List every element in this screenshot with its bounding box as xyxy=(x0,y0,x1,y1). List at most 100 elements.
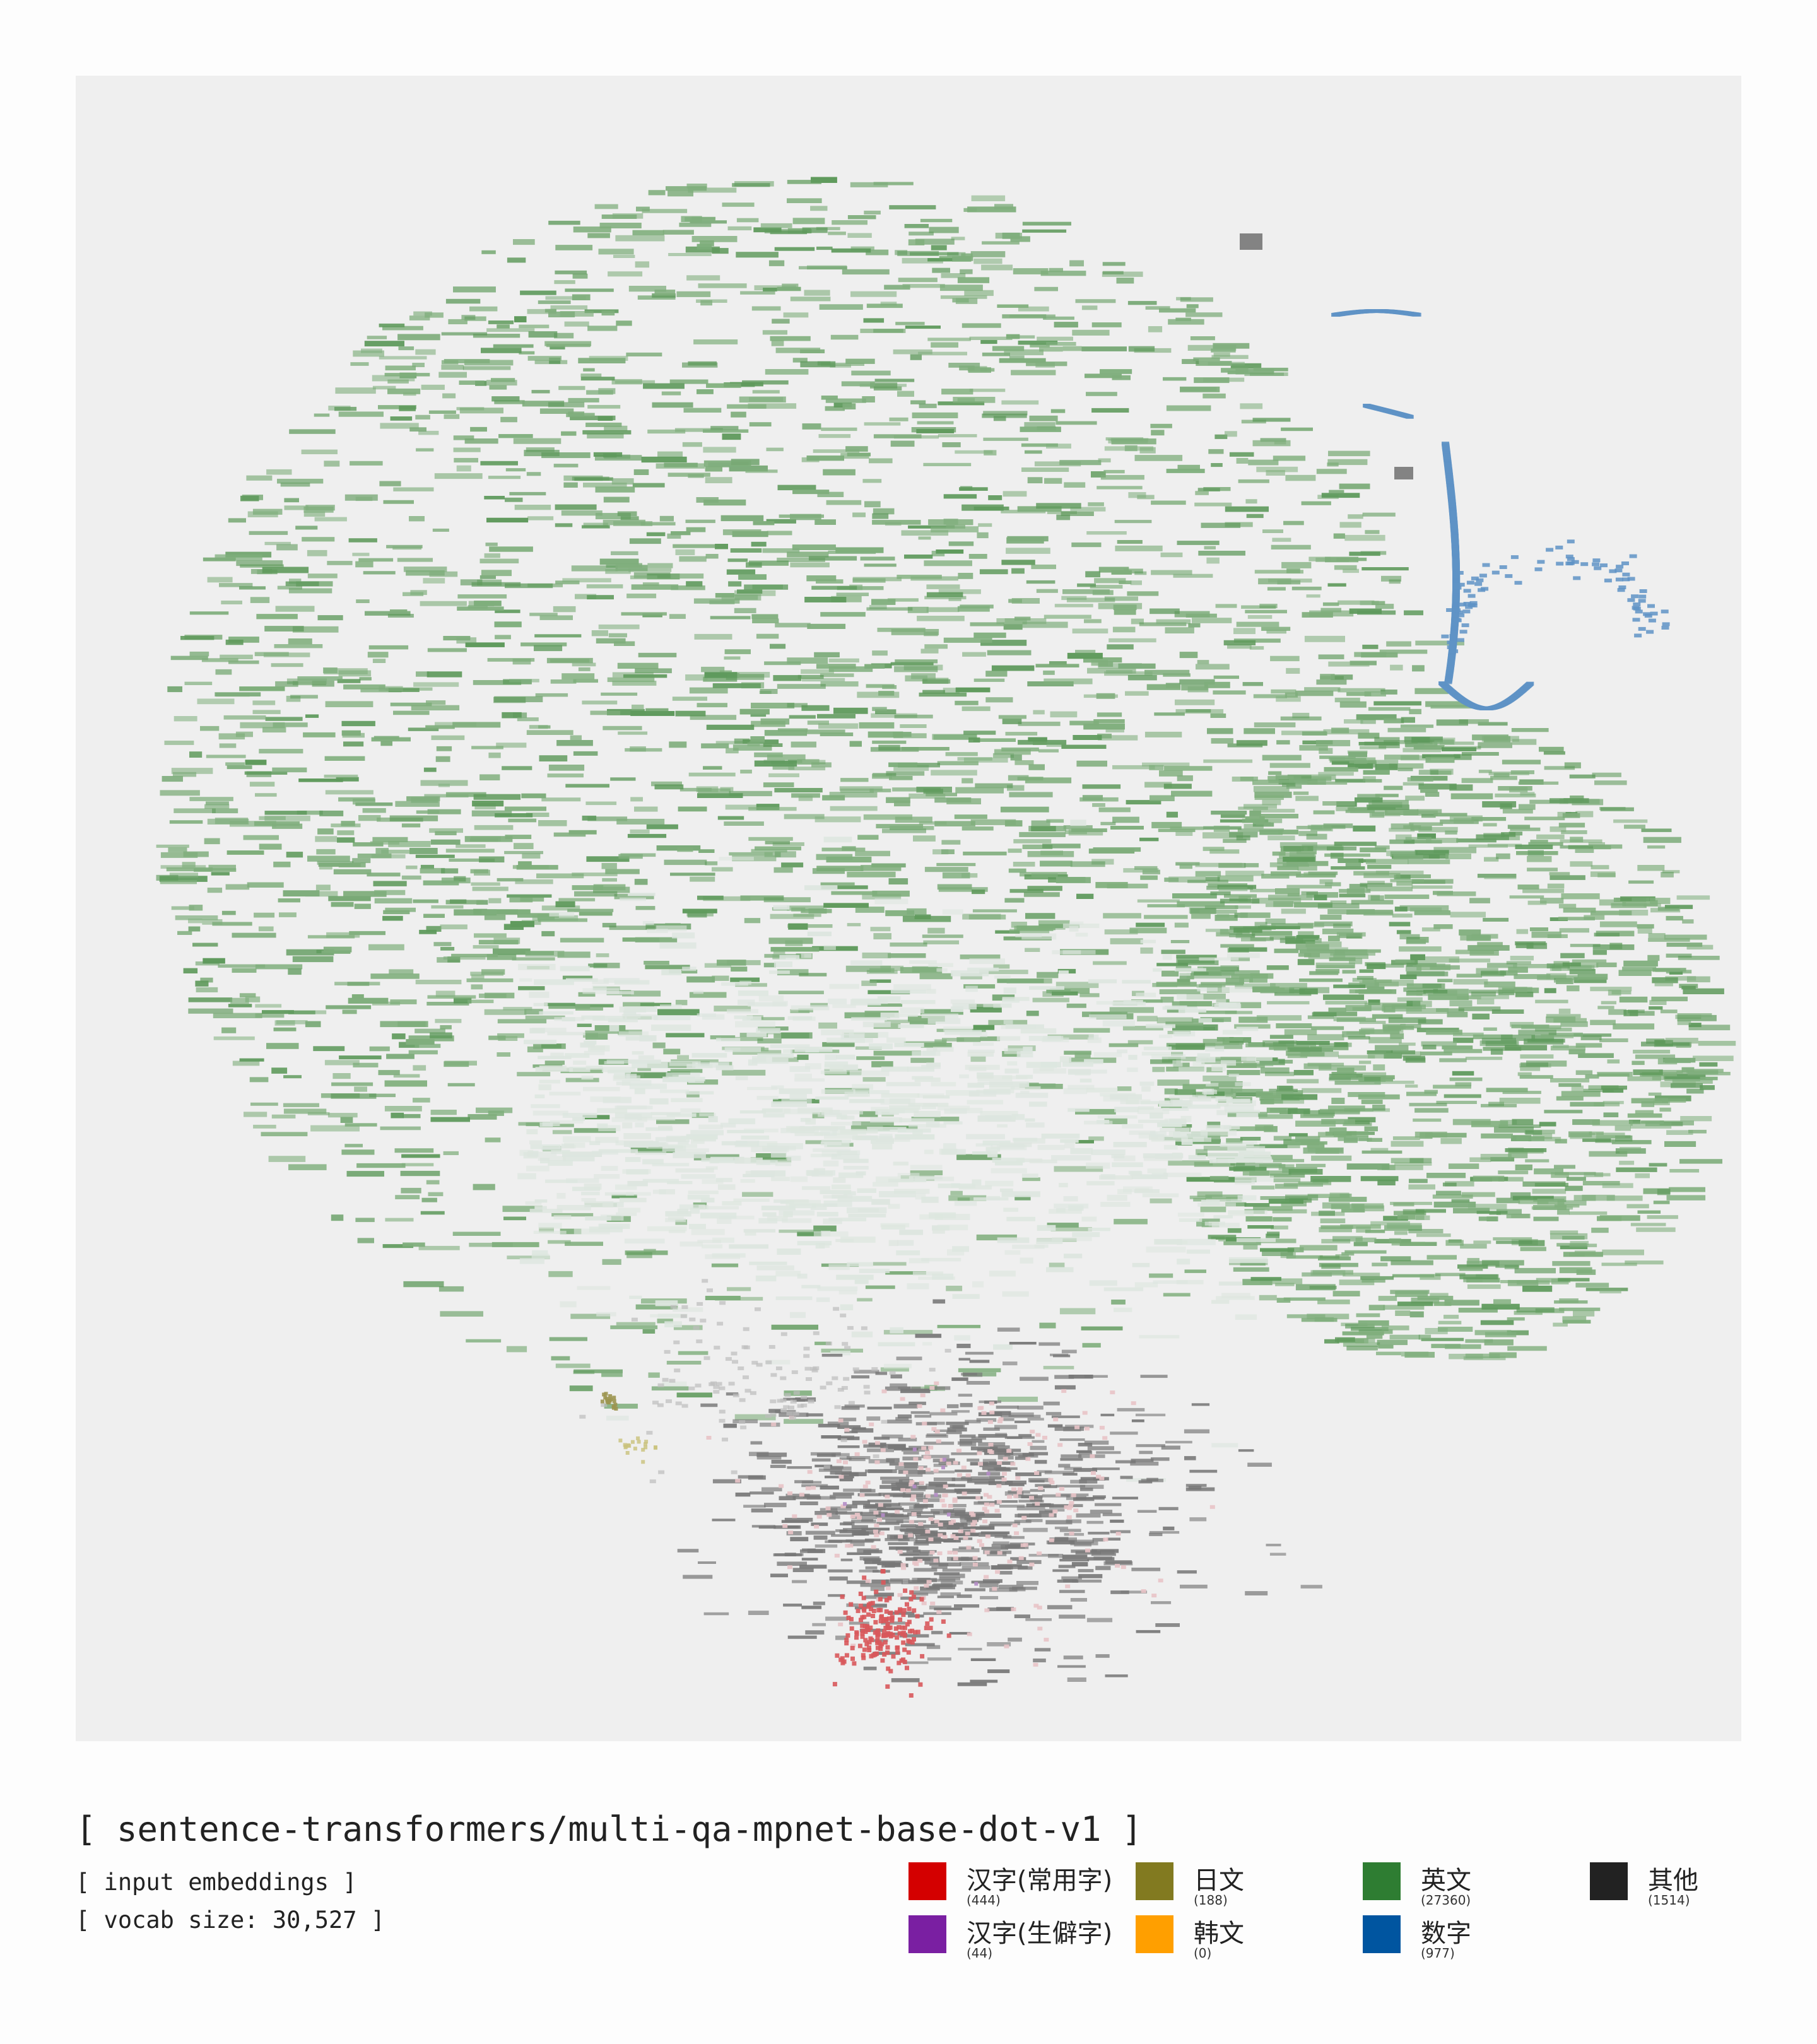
token-mark xyxy=(1552,1260,1591,1266)
token-mark xyxy=(943,1121,963,1125)
token-mark xyxy=(831,1122,861,1125)
token-mark xyxy=(1177,994,1204,1000)
token-mark xyxy=(228,518,246,523)
token-mark xyxy=(1430,770,1452,775)
token-mark xyxy=(1380,1256,1411,1262)
token-mark xyxy=(258,926,274,932)
token-mark xyxy=(1331,760,1356,765)
token-mark xyxy=(1433,891,1453,895)
token-mark xyxy=(870,1117,902,1123)
token-mark xyxy=(1466,1278,1500,1283)
token-mark xyxy=(1590,987,1632,992)
token-mark xyxy=(160,865,206,869)
token-mark xyxy=(284,505,309,510)
token-mark xyxy=(756,1096,779,1100)
token-mark xyxy=(1414,910,1450,915)
token-mark xyxy=(1418,784,1457,790)
token-mark xyxy=(1299,988,1318,995)
token-mark xyxy=(399,406,416,411)
token-mark xyxy=(1457,1264,1488,1269)
token-mark xyxy=(1597,1216,1622,1221)
token-mark xyxy=(787,657,828,664)
token-mark xyxy=(729,465,768,472)
token-mark xyxy=(1569,774,1596,778)
token-mark xyxy=(781,862,804,867)
token-mark xyxy=(923,789,943,794)
token-mark xyxy=(893,984,931,990)
token-mark xyxy=(1283,863,1309,867)
token-mark xyxy=(956,1037,981,1042)
token-mark xyxy=(966,1134,1005,1139)
token-mark xyxy=(790,297,831,302)
token-mark xyxy=(1564,762,1581,768)
token-mark xyxy=(160,852,198,858)
token-mark xyxy=(558,385,585,391)
token-mark xyxy=(763,743,783,747)
token-mark xyxy=(604,1192,634,1196)
token-mark xyxy=(1377,1165,1396,1170)
token-mark xyxy=(565,784,609,788)
token-mark xyxy=(1368,1037,1402,1043)
token-mark xyxy=(556,740,593,746)
token-mark xyxy=(670,872,715,876)
token-mark xyxy=(779,1230,821,1233)
token-mark xyxy=(881,1066,908,1072)
token-mark xyxy=(614,1105,653,1110)
token-mark xyxy=(1496,1197,1520,1204)
token-mark xyxy=(880,1367,909,1372)
token-mark xyxy=(393,1074,420,1078)
token-mark xyxy=(255,1013,285,1018)
token-mark xyxy=(1064,1254,1083,1259)
token-mark xyxy=(1104,929,1138,935)
token-mark xyxy=(1158,1035,1173,1038)
token-mark xyxy=(539,1011,573,1015)
token-mark xyxy=(488,1110,504,1116)
token-mark xyxy=(1391,1242,1425,1246)
token-mark xyxy=(738,574,767,580)
token-mark xyxy=(538,1223,562,1229)
token-mark xyxy=(470,426,487,432)
token-mark xyxy=(888,878,908,884)
token-mark xyxy=(798,796,813,801)
token-mark xyxy=(232,932,276,938)
token-mark xyxy=(1029,1160,1057,1163)
token-mark xyxy=(1392,1274,1435,1278)
token-mark xyxy=(1163,1144,1178,1150)
token-mark xyxy=(679,1242,703,1247)
token-mark xyxy=(1272,1209,1307,1214)
token-mark xyxy=(617,662,659,669)
token-mark xyxy=(368,944,404,951)
token-mark xyxy=(548,220,580,225)
token-mark xyxy=(341,821,355,826)
token-mark xyxy=(891,989,927,994)
token-mark xyxy=(1482,801,1517,808)
token-mark xyxy=(745,469,778,473)
token-mark xyxy=(818,1243,830,1248)
token-mark xyxy=(1428,994,1469,1001)
token-mark xyxy=(354,1086,367,1092)
token-mark xyxy=(1164,766,1213,771)
token-mark xyxy=(978,523,992,527)
token-mark xyxy=(541,1147,562,1151)
token-mark xyxy=(549,912,575,917)
token-mark xyxy=(965,985,978,992)
token-mark xyxy=(739,396,786,403)
token-mark xyxy=(886,1037,906,1043)
token-mark xyxy=(598,1125,621,1132)
token-mark xyxy=(1297,959,1315,965)
token-mark xyxy=(1189,1195,1212,1199)
token-mark xyxy=(850,291,897,297)
token-mark xyxy=(1268,895,1313,901)
token-mark xyxy=(1418,770,1438,775)
token-mark xyxy=(697,389,714,394)
token-mark xyxy=(1092,803,1105,808)
token-mark xyxy=(632,704,644,710)
token-mark xyxy=(869,1043,893,1050)
token-mark xyxy=(384,373,430,377)
token-mark xyxy=(703,1206,739,1210)
token-mark xyxy=(331,1082,373,1086)
token-mark xyxy=(724,649,751,654)
token-mark xyxy=(1447,1011,1468,1018)
token-mark xyxy=(1060,1139,1079,1143)
token-mark xyxy=(1361,1150,1402,1154)
